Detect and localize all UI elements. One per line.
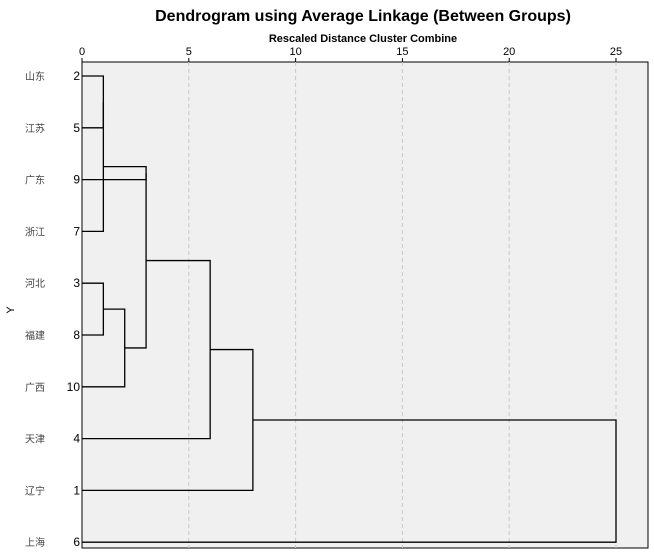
case-name-label: 江苏	[25, 122, 45, 135]
plot-area	[81, 61, 649, 549]
case-name-label: 辽宁	[25, 484, 45, 497]
case-name-label: 上海	[25, 536, 45, 549]
case-name-label: 广西	[25, 382, 45, 394]
x-tick-label: 10	[289, 46, 301, 58]
case-id-label: 10	[67, 380, 81, 394]
case-name-label: 山东	[25, 70, 45, 83]
y-axis-title: Y	[5, 306, 17, 314]
case-id-label: 7	[73, 224, 80, 238]
x-tick-label: 0	[79, 46, 85, 58]
case-id-label: 3	[73, 276, 80, 290]
dendrogram-link	[82, 419, 617, 543]
dendrogram-link	[82, 101, 105, 233]
chart-title: Dendrogram using Average Linkage (Betwee…	[155, 8, 571, 25]
dendrogram-link	[124, 173, 147, 349]
case-name-label: 浙江	[25, 226, 45, 238]
x-tick-label: 5	[186, 46, 192, 58]
case-id-label: 4	[73, 432, 80, 446]
case-id-label: 1	[73, 483, 80, 497]
case-id-label: 9	[73, 173, 80, 187]
case-id-label: 5	[73, 121, 80, 135]
case-name-label: 河北	[25, 278, 45, 290]
x-tick-label: 20	[503, 46, 515, 58]
case-id-label: 6	[73, 535, 80, 549]
x-tick-label: 15	[396, 46, 408, 58]
case-id-label: 2	[73, 69, 80, 83]
case-name-label: 天津	[25, 434, 45, 446]
case-name-label: 福建	[25, 329, 45, 342]
case-name-label: 广东	[25, 174, 45, 187]
x-tick-label: 25	[610, 46, 622, 58]
case-id-label: 8	[73, 328, 80, 342]
x-axis-title: Rescaled Distance Cluster Combine	[268, 33, 458, 45]
